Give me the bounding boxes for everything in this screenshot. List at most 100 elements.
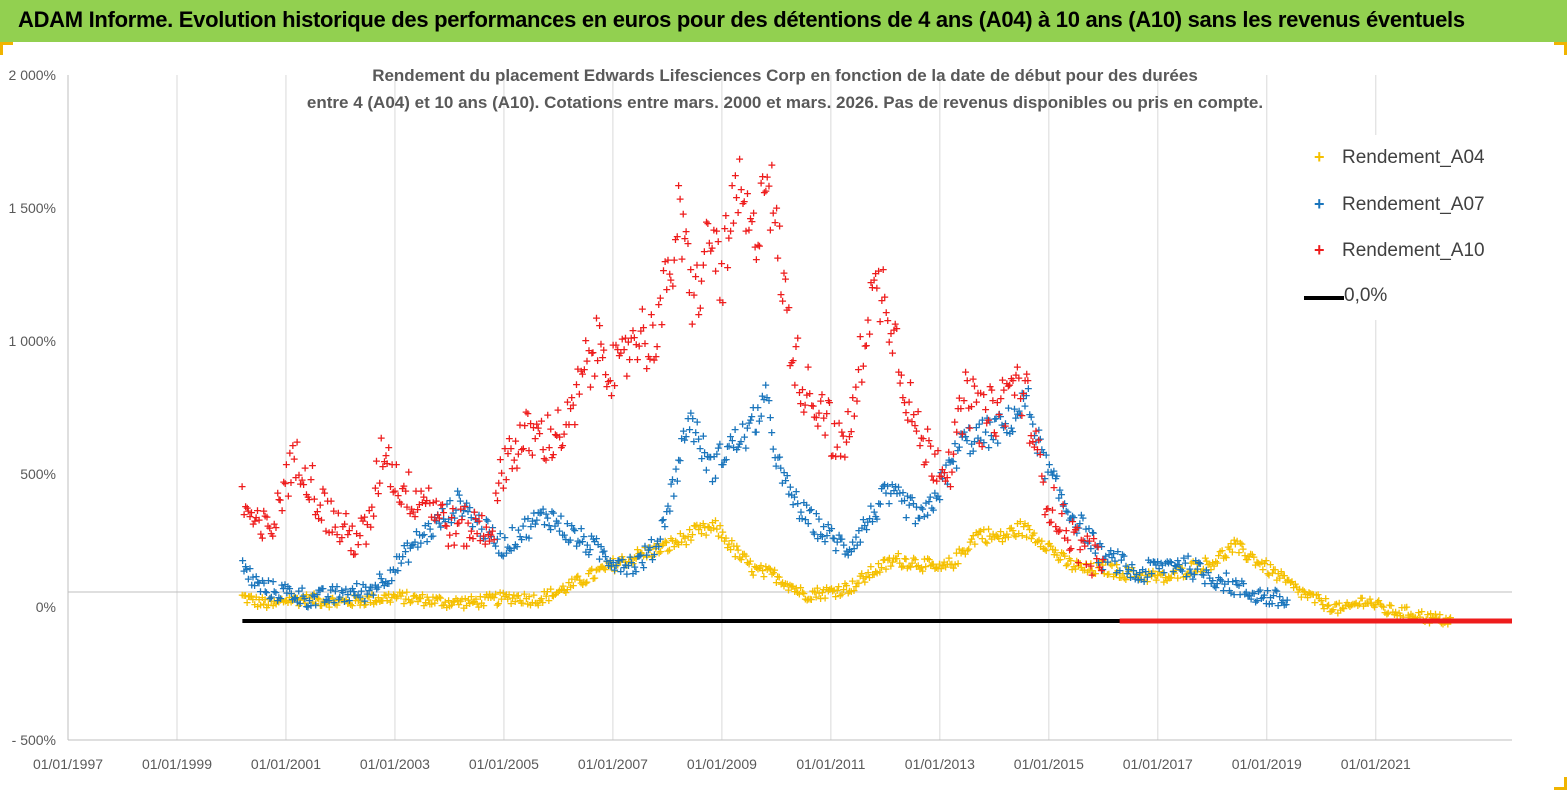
point-a07: + <box>485 525 494 538</box>
point-a04: + <box>1179 571 1188 584</box>
point-a10: + <box>645 353 654 366</box>
point-a04: + <box>386 595 395 608</box>
point-a10: + <box>1011 369 1020 382</box>
point-a10: + <box>1057 507 1066 520</box>
point-a10: + <box>918 432 927 445</box>
point-a07: + <box>369 589 378 602</box>
point-a04: + <box>535 594 544 607</box>
point-a07: + <box>609 556 618 569</box>
point-a04: + <box>454 598 463 611</box>
point-a10: + <box>763 171 772 184</box>
point-a04: + <box>731 550 740 563</box>
point-a07: + <box>712 447 721 460</box>
point-a04: + <box>1332 597 1341 610</box>
point-a04: + <box>840 577 849 590</box>
point-a04: + <box>526 598 535 611</box>
point-a07: + <box>981 426 990 439</box>
point-a07: + <box>517 533 526 546</box>
point-a10: + <box>485 534 494 547</box>
point-a07: + <box>1040 472 1049 485</box>
point-a04: + <box>476 590 485 603</box>
point-a10: + <box>239 508 248 521</box>
point-a07: + <box>653 534 662 547</box>
point-a07: + <box>456 494 465 507</box>
point-a07: + <box>1141 565 1150 578</box>
point-a07: + <box>730 423 739 436</box>
point-a07: + <box>847 545 856 558</box>
point-a10: + <box>558 439 567 452</box>
point-a07: + <box>311 598 320 611</box>
point-a07: + <box>1062 504 1071 517</box>
point-a10: + <box>666 273 675 286</box>
point-a04: + <box>1415 611 1424 624</box>
point-a07: + <box>1081 523 1090 536</box>
point-a10: + <box>998 374 1007 387</box>
point-a04: + <box>1431 608 1440 621</box>
point-a10: + <box>987 383 996 396</box>
point-a04: + <box>1086 557 1095 570</box>
point-a04: + <box>1144 565 1153 578</box>
point-a04: + <box>499 586 508 599</box>
point-a07: + <box>522 530 531 543</box>
point-a07: + <box>471 513 480 526</box>
point-a07: + <box>941 458 950 471</box>
point-a10: + <box>316 498 325 511</box>
point-a04: + <box>1405 611 1414 624</box>
point-a10: + <box>956 402 965 415</box>
point-a10: + <box>850 410 859 423</box>
point-a04: + <box>777 577 786 590</box>
point-a10: + <box>519 442 528 455</box>
point-a10: + <box>891 318 900 331</box>
point-a07: + <box>1033 447 1042 460</box>
point-a04: + <box>328 591 337 604</box>
point-a10: + <box>394 489 403 502</box>
point-a04: + <box>1115 571 1124 584</box>
point-a07: + <box>962 434 971 447</box>
point-a04: + <box>895 556 904 569</box>
point-a07: + <box>610 564 619 577</box>
point-a07: + <box>1086 542 1095 555</box>
point-a10: + <box>639 321 648 334</box>
point-a07: + <box>616 565 625 578</box>
x-tick-label: 01/01/2019 <box>1232 756 1302 772</box>
point-a04: + <box>783 578 792 591</box>
point-a04: + <box>804 593 813 606</box>
point-a07: + <box>1159 566 1168 579</box>
point-a04: + <box>808 585 817 598</box>
point-a07: + <box>697 452 706 465</box>
point-a04: + <box>494 597 503 610</box>
point-a07: + <box>804 517 813 530</box>
point-a10: + <box>970 380 979 393</box>
point-a07: + <box>973 432 982 445</box>
point-a04: + <box>839 583 848 596</box>
point-a10: + <box>444 540 453 553</box>
point-a10: + <box>984 413 993 426</box>
point-a10: + <box>389 486 398 499</box>
point-a04: + <box>955 543 964 556</box>
point-a07: + <box>378 576 387 589</box>
point-a04: + <box>860 576 869 589</box>
point-a07: + <box>1255 583 1264 596</box>
point-a07: + <box>969 444 978 457</box>
point-a04: + <box>448 596 457 609</box>
point-a10: + <box>599 343 608 356</box>
point-a07: + <box>1181 556 1190 569</box>
point-a04: + <box>1432 611 1441 624</box>
point-a10: + <box>680 232 689 245</box>
point-a04: + <box>972 526 981 539</box>
point-a04: + <box>770 563 779 576</box>
point-a04: + <box>1367 597 1376 610</box>
point-a07: + <box>900 494 909 507</box>
point-a07: + <box>546 523 555 536</box>
point-a04: + <box>1260 557 1269 570</box>
point-a07: + <box>1147 567 1156 580</box>
point-a07: + <box>967 438 976 451</box>
point-a10: + <box>647 308 656 321</box>
point-a10: + <box>311 508 320 521</box>
point-a04: + <box>346 598 355 611</box>
point-a04: + <box>607 558 616 571</box>
point-a04: + <box>880 553 889 566</box>
point-a04: + <box>1022 530 1031 543</box>
point-a07: + <box>550 519 559 532</box>
point-a10: + <box>924 434 933 447</box>
